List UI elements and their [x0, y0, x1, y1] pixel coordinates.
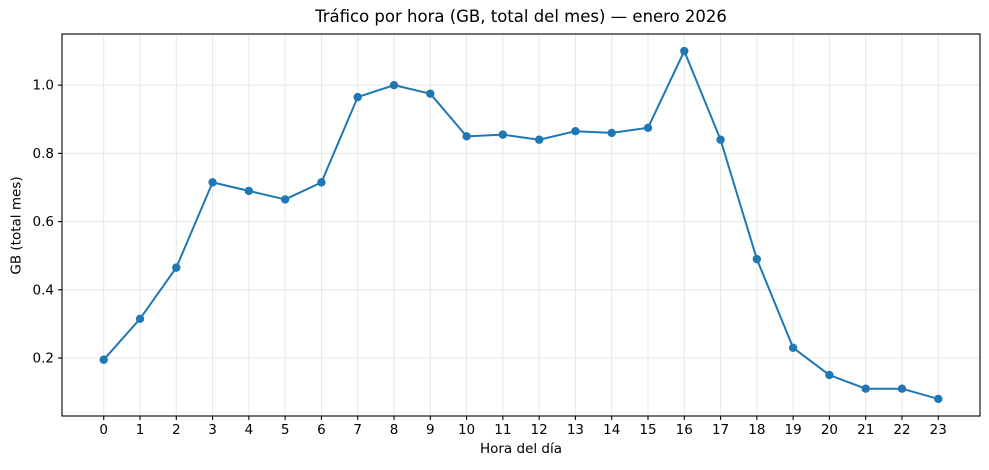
- x-tick-label: 16: [676, 422, 693, 438]
- x-axis-label: Hora del día: [479, 441, 563, 457]
- x-tick-label: 4: [245, 422, 254, 438]
- data-point-marker: [897, 384, 907, 393]
- data-point-marker: [788, 343, 798, 352]
- x-tick-label: 12: [531, 422, 548, 438]
- data-point-marker: [208, 178, 217, 187]
- data-point-marker: [571, 127, 580, 136]
- data-point-marker: [861, 384, 870, 393]
- data-point-marker: [825, 370, 834, 380]
- x-tick-label: 18: [748, 422, 765, 438]
- x-tick-label: 14: [603, 422, 620, 438]
- y-tick-label: 0.2: [33, 351, 54, 367]
- x-tick-label: 2: [172, 422, 181, 438]
- x-tick-label: 22: [893, 422, 910, 438]
- data-point-marker: [534, 135, 544, 144]
- data-point-marker: [135, 314, 145, 323]
- plot-border: [61, 33, 981, 417]
- data-point-marker: [607, 128, 616, 138]
- x-tick-label: 19: [785, 422, 802, 438]
- chart-title: Tráfico por hora (GB, total del mes) — e…: [315, 7, 727, 26]
- data-point-marker: [353, 92, 362, 102]
- data-point-marker: [389, 80, 399, 90]
- data-point-marker: [244, 186, 254, 196]
- data-point-marker: [934, 394, 943, 404]
- data-point-marker: [498, 130, 508, 139]
- x-tick-label: 8: [390, 422, 399, 438]
- data-point-marker: [426, 89, 435, 98]
- x-tick-label: 21: [857, 422, 874, 438]
- x-tick-label: 11: [494, 422, 511, 438]
- x-tick-label: 20: [821, 422, 838, 438]
- x-tick-label: 23: [930, 422, 947, 438]
- y-tick-label: 0.6: [33, 214, 54, 230]
- x-tick-label: 5: [281, 422, 290, 438]
- data-point-marker: [317, 178, 326, 187]
- x-tick-label: 13: [567, 422, 584, 438]
- x-tick-label: 1: [136, 422, 145, 438]
- data-point-marker: [172, 263, 181, 272]
- data-point-marker: [462, 132, 471, 141]
- traffic-line: [102, 50, 940, 400]
- x-tick-label: 0: [99, 422, 108, 438]
- x-tick-label: 3: [208, 422, 217, 438]
- x-tick-label: 17: [712, 422, 729, 438]
- y-tick-label: 1.0: [33, 78, 54, 94]
- x-tick-label: 15: [639, 422, 656, 438]
- y-tick-label: 0.4: [33, 282, 54, 298]
- y-tick-label: 0.8: [33, 146, 54, 162]
- data-point-marker: [680, 46, 689, 56]
- data-point-marker: [99, 355, 108, 364]
- x-tick-label: 7: [353, 422, 362, 438]
- x-tick-label: 6: [317, 422, 326, 438]
- y-axis-label: GB (total mes): [8, 176, 25, 275]
- data-point-marker: [752, 254, 762, 264]
- x-tick-label: 10: [458, 422, 475, 438]
- x-tick-label: 9: [426, 422, 435, 438]
- data-point-marker: [280, 195, 290, 204]
- data-point-marker: [643, 123, 653, 132]
- data-point-marker: [716, 135, 725, 144]
